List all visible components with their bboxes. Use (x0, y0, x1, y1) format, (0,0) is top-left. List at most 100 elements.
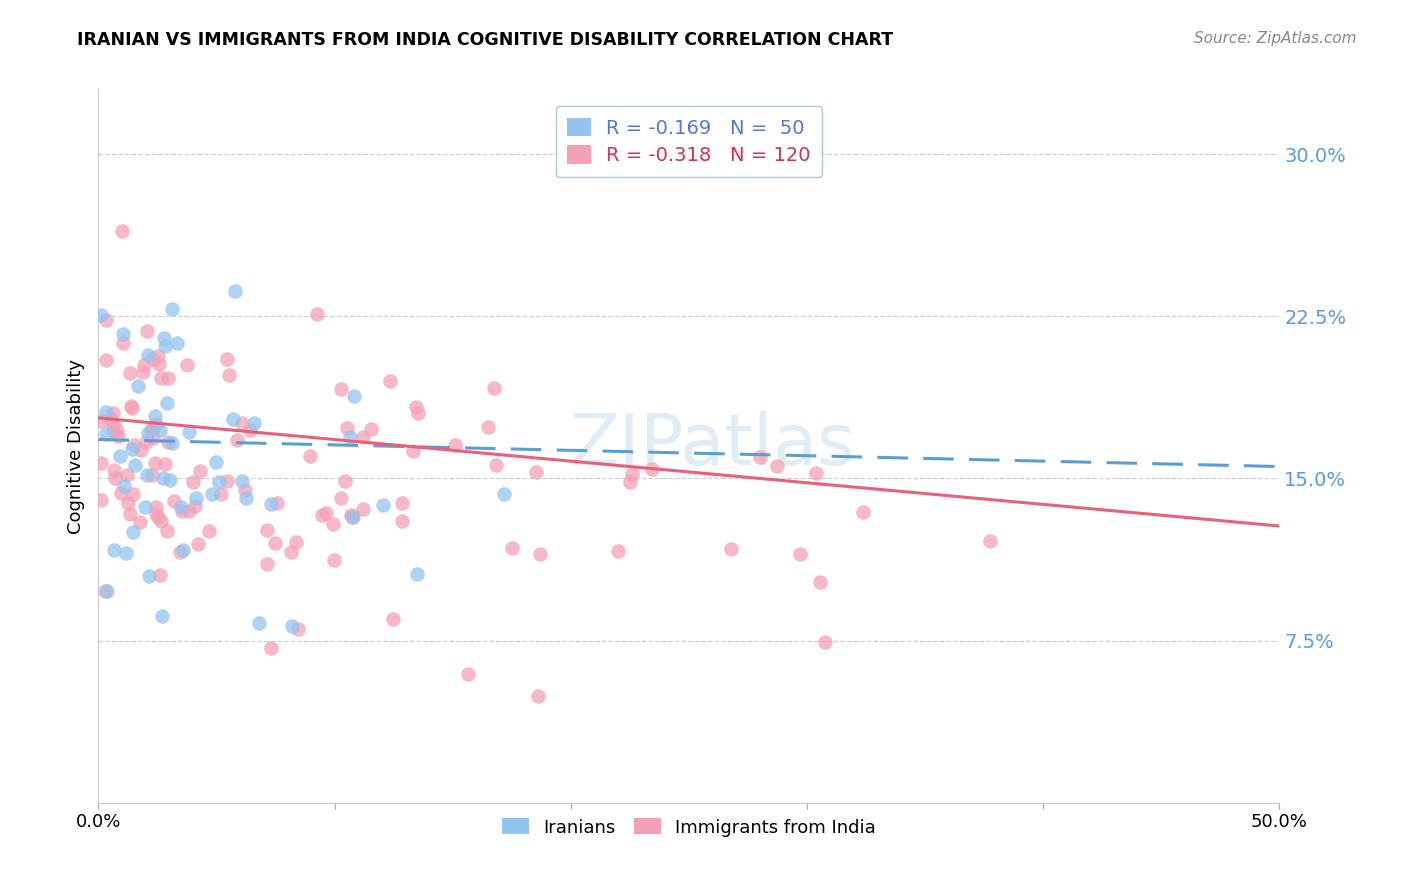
Point (107, 428, 129, 442)
Point (181, 475, 204, 490)
Point (145, 508, 167, 522)
Point (340, 508, 363, 522)
Point (814, 635, 837, 649)
Point (142, 430, 165, 444)
Point (352, 429, 374, 443)
Point (607, 544, 630, 558)
Point (231, 416, 253, 430)
Point (239, 423, 262, 437)
Point (150, 514, 173, 528)
Point (184, 499, 207, 513)
Point (298, 450, 321, 464)
Point (122, 487, 145, 501)
Point (226, 433, 249, 447)
Point (170, 504, 193, 518)
Point (329, 382, 352, 396)
Point (156, 396, 179, 410)
Point (381, 611, 404, 625)
Point (152, 331, 174, 345)
Text: ZIPatlas: ZIPatlas (569, 411, 855, 481)
Point (166, 335, 188, 350)
Point (247, 616, 270, 631)
Point (90, 414, 112, 428)
Point (391, 496, 413, 510)
Point (112, 335, 135, 350)
Point (281, 619, 304, 633)
Point (112, 478, 135, 492)
Point (804, 467, 827, 481)
Text: Source: ZipAtlas.com: Source: ZipAtlas.com (1194, 31, 1357, 46)
Point (457, 667, 479, 681)
Point (110, 486, 132, 500)
Point (128, 515, 150, 529)
Point (391, 514, 413, 528)
Point (100, 412, 122, 426)
Point (134, 500, 156, 514)
Point (103, 417, 125, 431)
Point (169, 545, 191, 559)
Point (443, 438, 465, 452)
Point (205, 455, 228, 469)
Point (121, 524, 143, 539)
Point (222, 412, 245, 426)
Point (187, 537, 209, 551)
Point (153, 457, 176, 471)
Point (159, 474, 181, 488)
Point (322, 552, 344, 566)
Point (142, 351, 165, 366)
Y-axis label: Cognitive Disability: Cognitive Disability (66, 359, 84, 533)
Point (176, 358, 198, 372)
Point (789, 547, 811, 561)
Point (115, 546, 138, 560)
Point (105, 423, 128, 437)
Point (619, 475, 641, 489)
Point (280, 544, 302, 558)
Point (160, 436, 183, 450)
Point (127, 378, 149, 392)
Point (235, 491, 257, 505)
Point (266, 496, 288, 510)
Point (402, 444, 425, 458)
Point (162, 301, 184, 316)
Point (124, 458, 146, 472)
Point (136, 347, 159, 361)
Point (96, 584, 118, 599)
Point (163, 493, 186, 508)
Point (256, 523, 278, 537)
Point (405, 400, 427, 414)
Point (156, 370, 179, 384)
Point (138, 569, 160, 583)
Point (94, 353, 117, 368)
Point (224, 285, 246, 299)
Point (139, 423, 162, 437)
Point (172, 543, 194, 558)
Point (136, 425, 159, 440)
Point (218, 368, 240, 383)
Point (336, 421, 359, 435)
Point (263, 535, 285, 549)
Point (122, 437, 145, 451)
Legend: Iranians, Immigrants from India: Iranians, Immigrants from India (495, 811, 883, 844)
Point (188, 463, 211, 477)
Point (121, 401, 143, 415)
Point (305, 307, 328, 321)
Point (198, 524, 221, 538)
Point (94, 313, 117, 327)
Point (360, 422, 382, 436)
Point (141, 467, 163, 482)
Point (766, 458, 789, 473)
Point (235, 483, 257, 498)
Point (115, 468, 138, 483)
Point (322, 516, 344, 531)
Point (118, 507, 141, 521)
Point (157, 434, 180, 449)
Point (104, 471, 127, 485)
Point (177, 425, 200, 440)
Point (340, 510, 363, 524)
Point (243, 417, 266, 431)
Point (143, 456, 166, 470)
Point (979, 533, 1001, 548)
Point (215, 474, 238, 488)
Point (852, 505, 875, 519)
Point (406, 406, 429, 420)
